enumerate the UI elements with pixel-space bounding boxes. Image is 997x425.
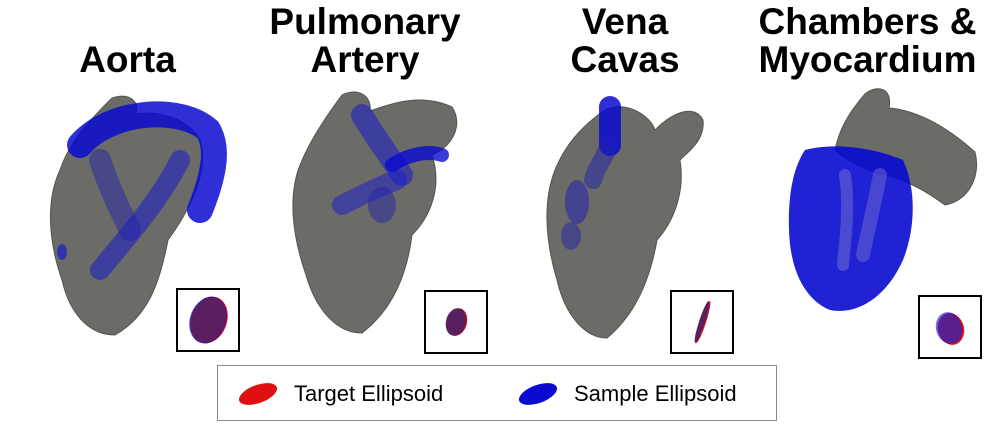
chamber-structure	[837, 169, 854, 271]
aorta-heart-render	[49, 95, 227, 336]
inferior-vena-cava	[565, 180, 589, 224]
overlap-ellipse	[694, 301, 710, 343]
chamber-structure-2	[856, 168, 887, 262]
pulmonary-branch-right	[385, 146, 449, 172]
heart-body	[546, 106, 704, 339]
aorta-root	[89, 149, 141, 241]
superior-vena-cava	[599, 96, 621, 156]
aorta-descending	[90, 150, 190, 280]
aorta-branch	[57, 244, 67, 260]
inferior-vena-cava-lower	[561, 222, 581, 250]
panel-title-pulmonary-artery: Pulmonary Artery	[269, 1, 461, 80]
pulmonary-branch-left	[332, 170, 407, 215]
legend-item-sample: Sample Ellipsoid	[516, 366, 737, 422]
pulmonary-inset-box	[424, 290, 488, 354]
legend-label-target: Target Ellipsoid	[294, 381, 444, 406]
superior-vena-cava-lower	[584, 141, 616, 189]
panel-title-aorta: Aorta	[79, 39, 176, 80]
target-ellipse-swatch	[236, 378, 280, 410]
chambers-heart-render	[788, 88, 978, 311]
legend-label-sample: Sample Ellipsoid	[574, 381, 737, 406]
panel-title-vena-cavas: Vena Cavas	[570, 1, 680, 80]
pulmonary-bulb	[368, 187, 396, 223]
vena-inset-box	[670, 290, 734, 354]
chambers-inset-box	[918, 295, 982, 359]
overlap-ellipse	[445, 308, 467, 336]
aorta-arch	[67, 101, 227, 223]
pulmonary-heart-render	[292, 91, 458, 334]
sample-ellipse-swatch	[516, 378, 560, 410]
overlap-ellipse	[937, 314, 963, 344]
overlap-ellipse	[190, 297, 226, 343]
aorta-inset-box	[176, 288, 240, 352]
legend-item-target: Target Ellipsoid	[236, 366, 444, 422]
legend: Target Ellipsoid Sample Ellipsoid	[217, 365, 777, 421]
vena-heart-render	[546, 96, 704, 339]
panel-title-chambers-myocardium: Chambers & Myocardium	[758, 1, 977, 80]
